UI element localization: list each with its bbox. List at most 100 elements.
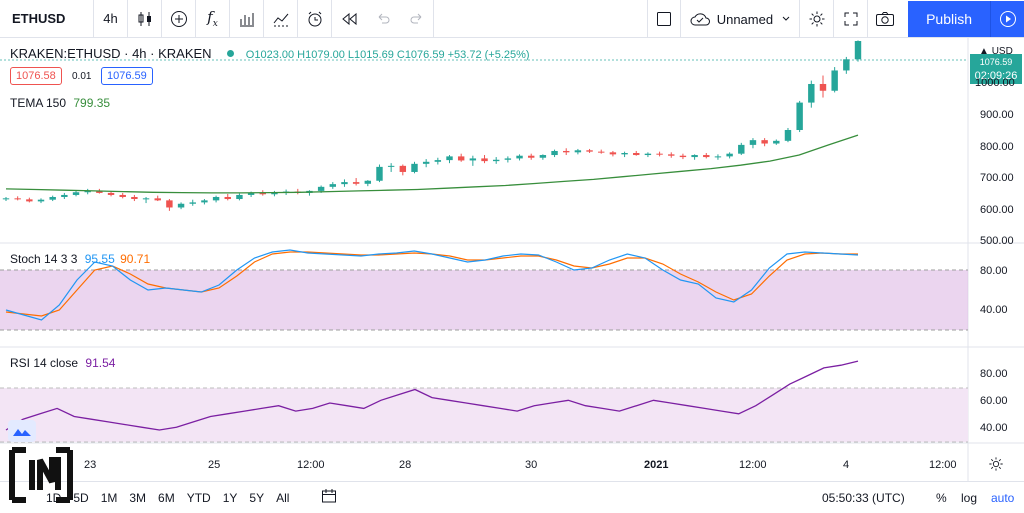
indicators-button[interactable]: fx — [196, 0, 230, 38]
tv-mark-icon[interactable] — [8, 420, 36, 442]
candle-body — [142, 198, 150, 200]
candle-body — [166, 200, 173, 208]
symbol-title[interactable]: KRAKEN:ETHUSD · 4h · KRAKEN — [10, 46, 212, 61]
candle-body — [843, 59, 850, 71]
rsi-tick: 80.00 — [980, 368, 1008, 380]
compare-button[interactable] — [162, 0, 196, 38]
range-3m[interactable]: 3M — [129, 490, 147, 505]
candle-body — [563, 150, 570, 153]
replay-button[interactable] — [332, 0, 366, 38]
candle-body — [761, 140, 768, 144]
candle-body — [96, 190, 103, 193]
buy-price-box[interactable]: 1076.59 — [101, 67, 153, 85]
candle-body — [177, 203, 185, 208]
calendar-icon — [322, 489, 337, 503]
redo-icon — [410, 13, 421, 23]
stoch-label: Stoch 14 3 3 — [10, 252, 78, 266]
candle-body — [539, 155, 547, 158]
goto-date-button[interactable] — [321, 488, 337, 507]
chart-type-button[interactable] — [128, 0, 162, 38]
toolbar-right: Unnamed Publish — [646, 0, 1024, 38]
layout-select-button[interactable] — [646, 0, 681, 38]
snapshot-button[interactable] — [868, 0, 902, 38]
candle-body — [352, 182, 360, 184]
stoch-k-line — [5, 249, 859, 321]
financials-button[interactable] — [230, 0, 264, 38]
rsi-label: RSI 14 close — [10, 356, 79, 370]
candle-body — [831, 70, 838, 91]
stoch-legend: Stoch 14 3 3 95.55 90.71 — [10, 252, 150, 266]
layout-name: Unnamed — [716, 11, 774, 27]
stoch-tick: 40.00 — [980, 304, 1008, 316]
time-tick: 12:00 — [297, 459, 325, 471]
candle-body — [72, 192, 80, 195]
range-1y[interactable]: 1Y — [222, 490, 238, 505]
candle-body — [784, 129, 792, 141]
alert-button[interactable] — [298, 0, 332, 38]
time-tick: 23 — [84, 459, 97, 471]
alarm-clock-icon — [308, 11, 321, 26]
last-price-tag: 1076.59 — [970, 54, 1022, 70]
auto-toggle[interactable]: auto — [991, 490, 1015, 505]
candle-body — [714, 156, 722, 158]
redo-button[interactable] — [400, 0, 434, 38]
clock-display[interactable]: 05:50:33 (UTC) — [822, 490, 905, 505]
gear-icon — [989, 457, 1003, 471]
publish-options-button[interactable] — [990, 1, 1024, 37]
candle-body — [492, 159, 500, 162]
candle-body — [26, 199, 33, 202]
sell-price-box[interactable]: 1076.58 — [10, 67, 62, 85]
axis-settings-button[interactable] — [988, 456, 1004, 477]
interval-button[interactable]: 4h — [94, 0, 128, 38]
candle-body — [644, 153, 652, 156]
range-5d[interactable]: 5D — [73, 490, 89, 505]
templates-button[interactable] — [264, 0, 298, 38]
candle-body — [201, 200, 208, 203]
bottom-bar: 1D 5D 1M 3M 6M YTD 1Y 5Y All 05:50:33 (U… — [0, 481, 1024, 513]
range-ytd[interactable]: YTD — [186, 490, 211, 505]
settings-button[interactable] — [800, 0, 835, 38]
publish-button[interactable]: Publish — [908, 1, 990, 37]
range-5y[interactable]: 5Y — [249, 490, 265, 505]
rsi-value: 91.54 — [85, 356, 116, 370]
symbol-search[interactable]: ETHUSD — [0, 0, 94, 38]
range-all[interactable]: All — [276, 490, 290, 505]
time-tick: 12:00 — [929, 459, 957, 471]
main-legend: KRAKEN:ETHUSD · 4h · KRAKEN O1023.00 H10… — [10, 46, 530, 61]
candles-icon — [138, 11, 151, 26]
candle-body — [854, 41, 862, 60]
rsi-tick: 40.00 — [980, 422, 1008, 434]
ohlc-values: O1023.00 H1079.00 L1015.69 C1076.59 +53.… — [245, 49, 530, 61]
candle-body — [387, 165, 395, 167]
save-layout-button[interactable]: Unnamed — [681, 0, 801, 38]
play-circle-icon — [999, 11, 1016, 27]
currency-text: USD — [991, 46, 1013, 57]
candle-body — [119, 194, 126, 197]
log-toggle[interactable]: log — [961, 490, 978, 505]
undo-button[interactable] — [366, 0, 400, 38]
candle-body — [574, 150, 582, 153]
candle-body — [738, 144, 745, 154]
percent-toggle[interactable]: % — [936, 490, 947, 505]
candle-body — [271, 192, 278, 195]
line-grid-icon — [273, 13, 288, 26]
time-tick: 25 — [208, 459, 221, 471]
square-icon — [656, 12, 671, 26]
range-6m[interactable]: 6M — [158, 490, 175, 505]
candle-body — [107, 192, 115, 195]
tema-value: 799.35 — [73, 96, 111, 110]
range-1m[interactable]: 1M — [100, 490, 118, 505]
candle-body — [317, 186, 325, 191]
interval-label: 4h — [103, 11, 118, 26]
currency-label[interactable]: ▲ USD — [979, 46, 1013, 57]
candle-body — [668, 154, 675, 156]
time-tick: 2021 — [644, 459, 669, 471]
candle-body — [236, 194, 243, 200]
candle-body — [247, 192, 255, 195]
stoch-tick: 80.00 — [980, 265, 1008, 277]
candle-body — [422, 161, 430, 164]
chart-canvas[interactable] — [0, 38, 1024, 481]
fullscreen-button[interactable] — [834, 0, 869, 38]
candle-body — [224, 196, 231, 200]
